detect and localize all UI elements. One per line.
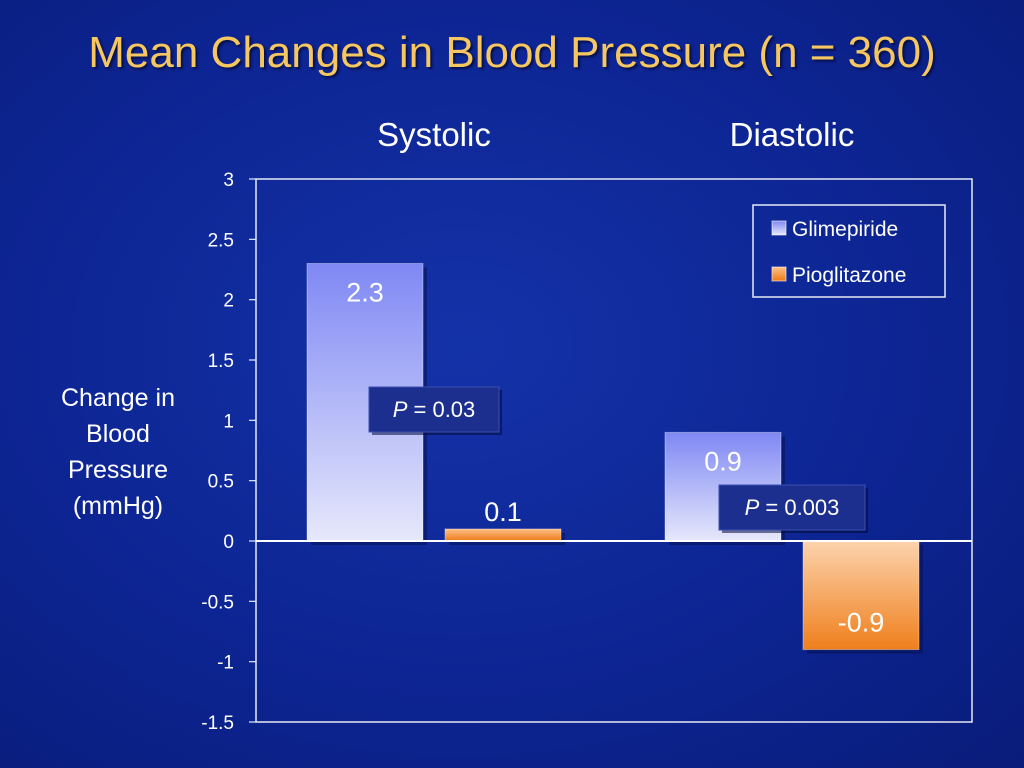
legend-label-pioglitazone: Pioglitazone [792, 264, 906, 287]
category-label-systolic: Systolic [377, 116, 491, 153]
y-tick-label: -1.5 [201, 713, 234, 734]
legend-label-glimepiride: Glimepiride [792, 218, 898, 241]
y-tick-label: -1 [217, 653, 234, 674]
y-tick-label: 2 [223, 291, 234, 312]
y-tick-label: 0 [223, 532, 234, 553]
legend-swatch-pioglitazone [771, 266, 787, 282]
y-tick-label: 2.5 [208, 230, 234, 251]
slide-title: Mean Changes in Blood Pressure (n = 360) [88, 28, 936, 77]
y-tick-label: 1 [223, 411, 234, 432]
legend-swatch-glimepiride [771, 220, 787, 236]
data-label: -0.9 [838, 608, 885, 638]
p-value-box [718, 484, 866, 531]
plot-area [255, 178, 973, 723]
y-axis-label: Change in Blood Pressure (mmHg) [61, 384, 175, 520]
p-value-label: P = 0.03 [393, 397, 476, 422]
data-label: 2.3 [346, 277, 384, 307]
bar-pioglitazone-systolic [444, 528, 562, 542]
y-tick-label: 1.5 [208, 351, 234, 372]
legend-box [752, 204, 946, 298]
y-tick-label: -0.5 [201, 592, 234, 613]
y-tick-label: 0.5 [208, 472, 234, 493]
y-tick-label: 3 [223, 170, 234, 191]
p-value-label: P = 0.003 [745, 495, 840, 520]
category-label-diastolic: Diastolic [729, 116, 855, 153]
data-label: 0.9 [704, 446, 742, 476]
data-label: 0.1 [484, 497, 522, 527]
bar-pioglitazone-diastolic [802, 540, 920, 651]
p-value-box [368, 386, 500, 433]
